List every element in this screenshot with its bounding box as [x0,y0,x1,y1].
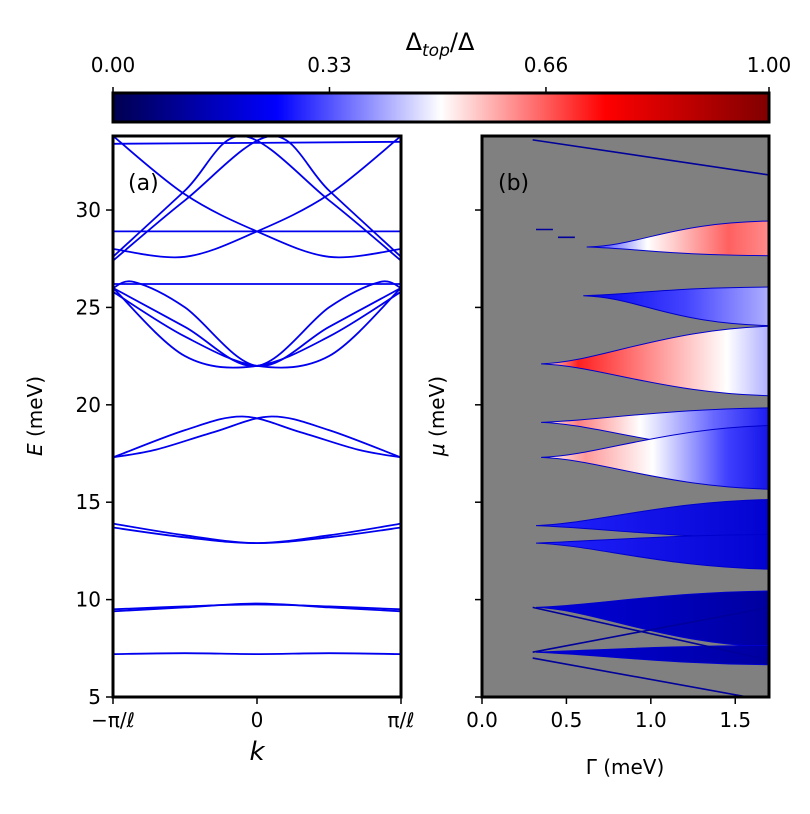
panel-a: (a) −π/ℓ 0 π/ℓ 5 10 15 20 25 30 k E (meV) [23,134,415,767]
heatmap-lobe [536,499,769,539]
heatmap-lobe [541,425,769,490]
x-tick-label: 0.0 [466,708,498,732]
colorbar-tick-label: 1.00 [747,53,792,77]
band-line [113,280,401,367]
x-tick-label: 1.0 [635,708,667,732]
panel-a-y-label: E (meV) [23,376,47,456]
panel-a-label: (a) [128,171,159,196]
band-line [113,136,401,259]
band-line [113,280,401,367]
panel-b-x-ticks: 0.0 0.5 1.0 1.5 [466,697,751,732]
y-tick-label: 15 [76,490,101,514]
y-tick-label: 25 [76,295,101,319]
heatmap-thin-line [532,606,769,653]
heatmap-lobe [541,325,769,397]
panel-a-y-ticks: 5 10 15 20 25 30 [76,198,113,709]
y-tick-label: 30 [76,198,101,222]
band-line [113,603,401,611]
band-line [113,140,401,145]
panel-a-x-label: k [249,737,265,767]
colorbar: Δtop/Δ 0.00 0.33 0.66 1.00 [91,28,792,124]
y-tick-label: 20 [76,393,101,417]
colorbar-bar [111,91,771,124]
x-tick-label: 1.5 [719,708,751,732]
band-line [113,522,401,545]
x-tick-label: π/ℓ [387,708,414,732]
band-line [113,415,401,459]
x-tick-label: 0.5 [551,708,583,732]
colorbar-tick-label: 0.33 [307,53,352,77]
heatmap-lobe [586,220,769,257]
panel-b-lines [532,139,769,697]
band-line [113,602,401,613]
panel-b-heatmap [536,220,769,666]
heatmap-lobe [536,644,769,666]
colorbar-ticks: 0.00 0.33 0.66 1.00 [91,53,792,93]
heatmap-thin-line [532,139,769,176]
panel-b-frame [480,134,771,699]
band-line [113,415,401,459]
colorbar-tick-label: 0.00 [91,53,136,77]
heatmap-lobe [536,533,769,570]
panel-b-label: (b) [498,171,529,196]
x-tick-label: 0 [251,708,264,732]
band-line [113,652,401,656]
panel-b-y-ticks [475,209,482,698]
panel-a-x-ticks: −π/ℓ 0 π/ℓ [91,697,415,732]
heatmap-thin-line [532,606,769,661]
heatmap-lobe [536,590,769,648]
panel-a-background [113,136,401,697]
panel-b-y-label: μ (meV) [425,376,449,457]
heatmap-lobe [583,286,769,327]
panel-b: (b) 0.0 0.5 1.0 1.5 Γ (meV) μ (meV) [425,134,771,779]
heatmap-thin-line [532,657,752,697]
panel-b-x-label: Γ (meV) [586,755,665,779]
colorbar-tick-label: 0.66 [524,53,569,77]
y-tick-label: 10 [76,588,101,612]
y-tick-label: 5 [88,685,101,709]
colorbar-label: Δtop/Δ [406,28,475,61]
x-tick-label: −π/ℓ [91,708,135,732]
